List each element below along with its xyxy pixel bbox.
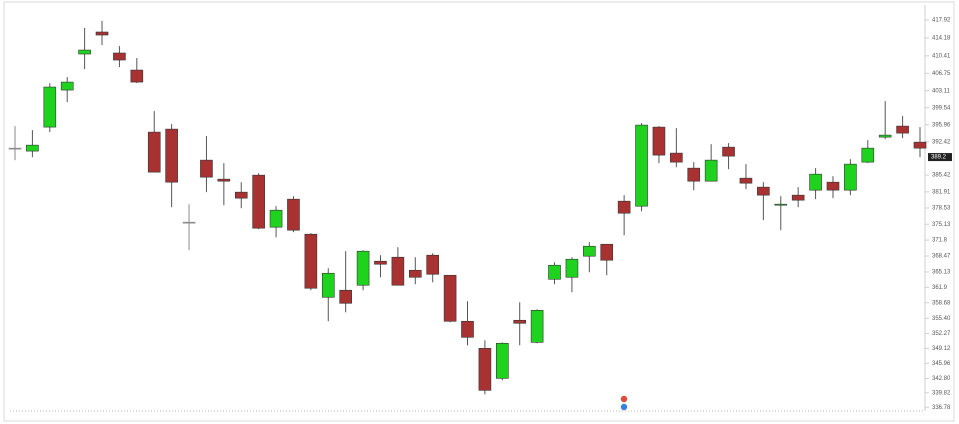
y-tick-label: 399.54	[932, 105, 951, 111]
candle-body	[130, 69, 144, 83]
last-price-box	[928, 153, 952, 162]
candle-body	[548, 264, 561, 280]
candle-body	[321, 272, 335, 298]
candle-body	[461, 320, 474, 338]
y-tick-label: 381.91	[932, 189, 951, 195]
y-tick-label: 378.53	[932, 206, 951, 212]
candle-body	[165, 128, 178, 183]
y-tick-label: 358.68	[932, 300, 951, 306]
y-tick-label: 406.75	[932, 71, 951, 77]
candle-body	[913, 141, 927, 149]
candle-body	[826, 181, 840, 191]
y-tick-label: 392.42	[932, 139, 951, 145]
candle-body	[652, 126, 666, 156]
candle-body	[530, 309, 544, 343]
y-tick-label: 355.40	[932, 316, 951, 322]
candle-body	[391, 256, 405, 286]
y-tick-label: 345.96	[932, 361, 951, 367]
candle-body	[896, 125, 909, 134]
candle-body	[304, 233, 318, 289]
y-tick-label: 365.13	[932, 270, 951, 276]
candle-body	[147, 131, 161, 173]
candle-body	[791, 194, 805, 201]
candle-body	[496, 343, 509, 379]
last-price-label: 389.2	[931, 155, 947, 161]
y-tick-label: 339.82	[932, 390, 951, 396]
candle-body	[113, 52, 126, 61]
candle-body	[861, 147, 875, 163]
candle-body	[704, 159, 718, 182]
candle-body	[26, 144, 39, 152]
candle-body	[95, 31, 109, 36]
event-icon	[620, 403, 628, 411]
candle-body	[252, 174, 265, 229]
y-tick-label: 361.9	[932, 285, 948, 291]
candle-body	[478, 348, 492, 391]
y-tick-label: 375.13	[932, 222, 951, 228]
candle-body	[583, 245, 596, 257]
candle-body	[287, 198, 300, 231]
y-tick-label: 371.8	[932, 238, 948, 244]
y-tick-label: 414.18	[932, 35, 951, 41]
candle-body	[722, 146, 735, 157]
candle-body	[565, 258, 579, 278]
candle-body	[182, 221, 196, 224]
candle-body	[687, 167, 701, 182]
candle-body	[809, 173, 822, 191]
candle-body	[8, 147, 22, 150]
y-tick-label: 336.78	[932, 405, 951, 411]
y-tick-label: 410.41	[932, 53, 951, 59]
y-tick-label: 385.42	[932, 173, 951, 179]
candle-body	[408, 269, 422, 278]
candle-body	[78, 49, 91, 55]
candle-body	[443, 274, 457, 322]
y-tick-label: 417.92	[932, 18, 951, 24]
candle-body	[774, 203, 788, 206]
candle-body	[339, 289, 352, 304]
candle-body	[513, 319, 527, 324]
candle-body	[60, 81, 74, 91]
candle-body	[426, 254, 439, 275]
candle-body	[757, 186, 770, 196]
candle-body	[234, 191, 248, 199]
candle-body	[617, 200, 631, 214]
candle-body	[600, 243, 614, 261]
candle-body	[844, 163, 857, 191]
candle-body	[269, 209, 283, 228]
event-icon	[620, 395, 628, 403]
y-tick-label: 403.11	[932, 88, 951, 94]
candle-body	[217, 178, 231, 182]
candle-body	[200, 159, 213, 178]
y-tick-label: 349.12	[932, 346, 951, 352]
candle-body	[374, 260, 387, 265]
y-tick-label: 368.47	[932, 254, 951, 260]
candle-body	[878, 134, 892, 138]
candle-body	[635, 124, 648, 207]
y-tick-label: 395.96	[932, 122, 951, 128]
candle-body	[356, 250, 370, 286]
y-tick-label: 352.27	[932, 331, 951, 337]
candle-body	[43, 86, 57, 128]
candle-body	[739, 177, 753, 184]
y-tick-label: 342.80	[932, 376, 951, 382]
candle-body	[670, 152, 683, 163]
